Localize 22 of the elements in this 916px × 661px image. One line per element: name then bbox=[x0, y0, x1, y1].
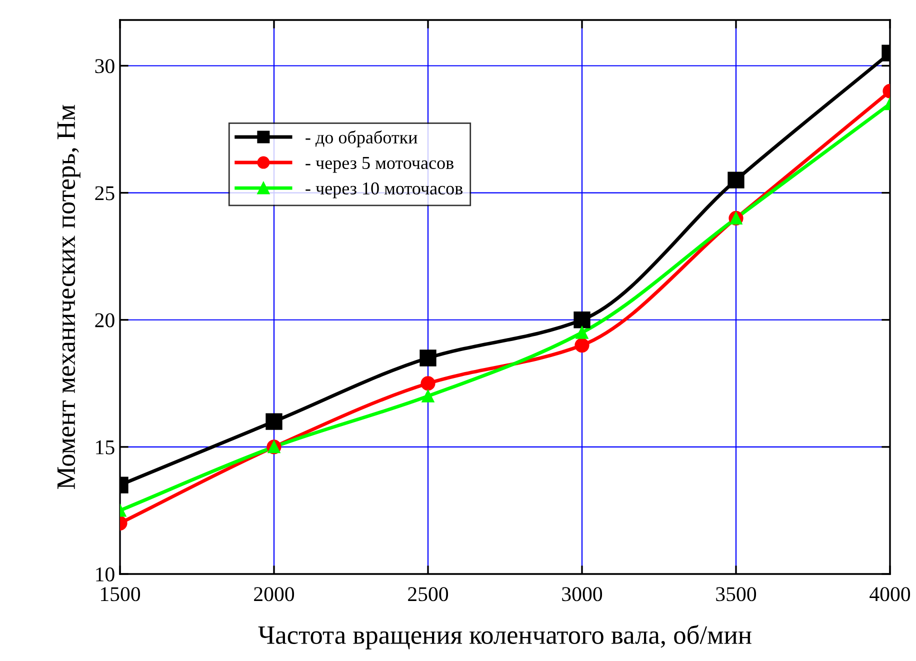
point bbox=[576, 326, 588, 339]
x-tick-label: 1500 bbox=[101, 587, 140, 602]
y-axis-title: Момент механических потерь, Нм bbox=[58, 104, 80, 489]
x-axis-title: Частота вращения коленчатого вала, об/мин bbox=[258, 624, 752, 650]
legend-label: - до обработки bbox=[306, 130, 418, 148]
y-tick-label: 25 bbox=[95, 186, 114, 200]
x-tick-label: 2000 bbox=[254, 587, 294, 602]
y-tick-label: 20 bbox=[95, 313, 114, 328]
x-tick-label: 4000 bbox=[870, 587, 910, 602]
y-tick-label: 30 bbox=[95, 59, 114, 74]
point bbox=[422, 390, 434, 402]
point bbox=[574, 312, 590, 328]
point bbox=[574, 338, 590, 353]
x-tick-label: 3500 bbox=[716, 587, 756, 602]
legend-label: - через 10 моточасов bbox=[306, 182, 463, 198]
point bbox=[420, 376, 436, 391]
x-tick-label: 3000 bbox=[562, 587, 602, 602]
y-tick-label: 15 bbox=[96, 440, 114, 454]
y-tick-label: 10 bbox=[96, 567, 114, 582]
point bbox=[420, 350, 436, 366]
x-tick-label: 2500 bbox=[408, 587, 448, 602]
legend-label: - через 5 моточасов bbox=[306, 157, 454, 173]
